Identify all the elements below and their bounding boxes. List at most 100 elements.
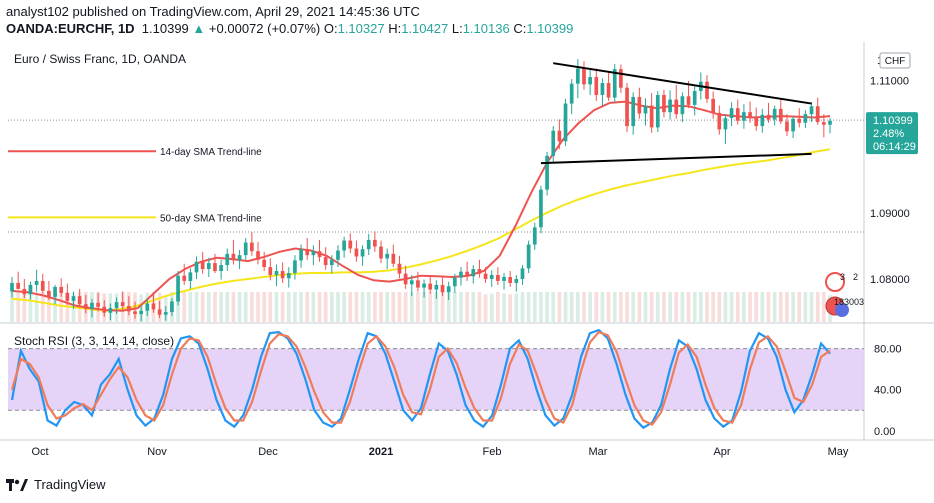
close-value: 1.10399 bbox=[526, 21, 574, 36]
volume-bar bbox=[489, 293, 494, 322]
candle-body bbox=[139, 310, 144, 315]
candle-body bbox=[262, 259, 267, 268]
volume-bar bbox=[471, 292, 476, 322]
volume-bar bbox=[317, 292, 322, 322]
candle-body bbox=[59, 286, 64, 293]
volume-bar bbox=[194, 292, 199, 322]
volume-bar bbox=[760, 292, 765, 322]
candle-body bbox=[471, 269, 476, 277]
volume-bar bbox=[692, 292, 697, 322]
candle-body bbox=[452, 277, 457, 287]
volume-bar bbox=[225, 292, 230, 322]
up-arrow-icon: ▲ bbox=[192, 21, 206, 36]
candle-body bbox=[459, 271, 463, 278]
candle-body bbox=[274, 271, 279, 276]
candle-body bbox=[748, 112, 752, 117]
sma50-line bbox=[11, 148, 831, 312]
candle-body bbox=[612, 69, 617, 98]
candle-body bbox=[803, 114, 808, 123]
volume-bar bbox=[674, 292, 679, 322]
candle-body bbox=[446, 286, 451, 293]
candle-body bbox=[391, 253, 396, 264]
tradingview-footer[interactable]: TradingView bbox=[6, 477, 106, 492]
candle-body bbox=[176, 275, 180, 302]
volume-bar bbox=[754, 292, 759, 322]
candle-body bbox=[28, 284, 33, 295]
candle-body bbox=[496, 275, 500, 281]
volume-bar bbox=[268, 292, 273, 322]
volume-bar bbox=[434, 292, 439, 322]
candle-body bbox=[772, 108, 777, 120]
candle-body bbox=[828, 120, 832, 125]
symbol: OANDA:EURCHF, 1D bbox=[6, 21, 135, 36]
volume-bar bbox=[16, 292, 20, 322]
volume-bar bbox=[243, 292, 248, 322]
time-tick-label: Nov bbox=[147, 446, 167, 458]
candle-body bbox=[22, 288, 27, 295]
candle-body bbox=[760, 114, 765, 127]
candle-body bbox=[483, 273, 488, 279]
candle-body bbox=[643, 105, 648, 114]
chart-area[interactable]: 1.080001.090001.100001.110001.1CHF1.1039… bbox=[0, 42, 934, 465]
volume-bar bbox=[379, 292, 383, 322]
event-icon-label: 3 bbox=[840, 272, 845, 282]
volume-bar bbox=[551, 292, 556, 322]
candle-body bbox=[600, 83, 605, 95]
volume-bar bbox=[778, 292, 783, 322]
currency-badge bbox=[879, 52, 911, 69]
volume-bar bbox=[563, 292, 568, 322]
time-tick-label: Feb bbox=[483, 446, 502, 458]
candle-body bbox=[416, 280, 420, 288]
volume-bar bbox=[446, 292, 451, 322]
volume-bar bbox=[336, 292, 340, 322]
candle-body bbox=[606, 83, 611, 98]
tradingview-brand: TradingView bbox=[34, 477, 106, 492]
candle-body bbox=[754, 116, 759, 127]
candle-body bbox=[280, 271, 285, 279]
volume-bar bbox=[28, 292, 33, 322]
volume-bar bbox=[643, 292, 648, 322]
candle-body bbox=[791, 118, 795, 132]
volume-bar bbox=[329, 292, 334, 322]
candle-body bbox=[354, 248, 359, 257]
chart-svg[interactable]: 1.080001.090001.100001.110001.1CHF1.1039… bbox=[0, 42, 934, 465]
volume-bar bbox=[791, 292, 795, 322]
candle-body bbox=[323, 257, 328, 266]
tradingview-logo-icon bbox=[6, 478, 28, 492]
volume-bar bbox=[625, 292, 629, 322]
candle-body bbox=[10, 282, 14, 292]
candle-body bbox=[385, 253, 390, 259]
candle-body bbox=[250, 242, 254, 252]
volume-bar bbox=[219, 292, 223, 322]
volume-bar bbox=[594, 292, 599, 322]
volume-bar bbox=[440, 292, 445, 322]
volume-bar bbox=[772, 292, 777, 322]
candle-body bbox=[317, 251, 322, 258]
candle-body bbox=[47, 290, 51, 297]
candle-body bbox=[631, 96, 636, 127]
high-value: 1.10427 bbox=[401, 21, 449, 36]
volume-bar bbox=[22, 292, 27, 322]
volume-bar bbox=[545, 292, 549, 322]
candle-body bbox=[225, 253, 230, 266]
candle-body bbox=[206, 263, 211, 270]
volume-bar bbox=[520, 292, 525, 322]
volume-bar bbox=[496, 292, 500, 322]
countdown-label: 06:14:29 bbox=[873, 141, 916, 153]
volume-bar bbox=[10, 292, 14, 322]
candle-body bbox=[766, 114, 771, 120]
candle-body bbox=[200, 261, 205, 270]
volume-bar bbox=[250, 292, 254, 322]
volume-bar bbox=[59, 292, 64, 322]
stoch-tick-label: 40.00 bbox=[874, 385, 902, 397]
time-tick-label: May bbox=[828, 446, 849, 458]
candle-body bbox=[569, 83, 574, 104]
candle-body bbox=[662, 94, 666, 113]
open-label: O: bbox=[323, 21, 338, 36]
volume-bar bbox=[631, 292, 636, 322]
candle-body bbox=[822, 122, 826, 125]
candle-body bbox=[680, 96, 685, 115]
candle-body bbox=[65, 292, 70, 301]
volume-bar bbox=[539, 292, 543, 322]
open-value: 1.10327 bbox=[337, 21, 385, 36]
